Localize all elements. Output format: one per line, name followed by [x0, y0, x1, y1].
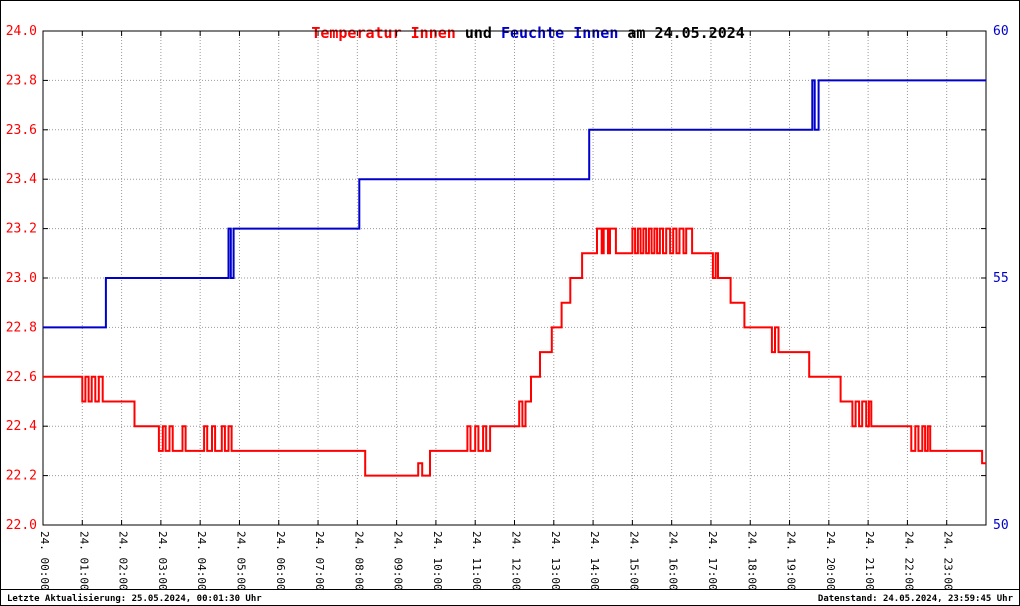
y-left-tick-label: 23.8	[6, 73, 37, 88]
chart-title: Temperatur Innen und Feuchte Innen am 24…	[1, 6, 1019, 60]
x-tick-label: 24. 21:00	[863, 531, 876, 591]
y-left-tick-label: 23.6	[6, 123, 37, 138]
x-tick-label: 24. 11:00	[470, 531, 483, 591]
x-tick-label: 24. 15:00	[627, 531, 640, 591]
footer-last-update: Letzte Aktualisierung: 25.05.2024, 00:01…	[7, 594, 262, 604]
x-tick-label: 24. 00:00	[38, 531, 51, 591]
footer-bar: Letzte Aktualisierung: 25.05.2024, 00:01…	[1, 589, 1019, 605]
footer-data-state: Datenstand: 24.05.2024, 23:59:45 Uhr	[817, 594, 1013, 604]
y-left-tick-label: 22.4	[6, 419, 37, 434]
x-tick-label: 24. 06:00	[274, 531, 287, 591]
x-tick-label: 24. 08:00	[352, 531, 365, 591]
y-right-tick-label: 60	[993, 24, 1009, 39]
x-tick-label: 24. 07:00	[313, 531, 326, 591]
y-left-tick-label: 22.2	[6, 469, 37, 484]
x-tick-label: 24. 01:00	[77, 531, 90, 591]
x-tick-label: 24. 04:00	[195, 531, 208, 591]
x-tick-label: 24. 10:00	[431, 531, 444, 591]
x-tick-label: 24. 16:00	[667, 531, 680, 591]
title-date: am 24.05.2024	[618, 24, 745, 42]
x-tick-label: 24. 22:00	[902, 531, 915, 591]
x-tick-label: 24. 19:00	[785, 531, 798, 591]
y-left-tick-label: 22.0	[6, 518, 37, 533]
y-left-tick-label: 22.6	[6, 370, 37, 385]
y-left-tick-label: 23.0	[6, 271, 37, 286]
x-tick-label: 24. 09:00	[392, 531, 405, 591]
y-left-tick-label: 23.2	[6, 222, 37, 237]
title-temperature-label: Temperatur Innen	[311, 24, 456, 42]
x-tick-label: 24. 13:00	[549, 531, 562, 591]
x-tick-label: 24. 20:00	[824, 531, 837, 591]
x-tick-label: 24. 14:00	[588, 531, 601, 591]
x-tick-label: 24. 02:00	[117, 531, 130, 591]
plot-border	[42, 30, 987, 526]
y-left-tick-label: 22.8	[6, 320, 37, 335]
title-humidity-label: Feuchte Innen	[500, 24, 619, 42]
y-left-tick-label: 23.4	[6, 172, 37, 187]
title-connector: und	[455, 24, 501, 42]
x-tick-label: 24. 17:00	[706, 531, 719, 591]
y-right-tick-label: 50	[993, 518, 1009, 533]
humidity-line	[43, 79, 986, 329]
y-right-tick-label: 55	[993, 271, 1009, 286]
temperature-line	[43, 227, 986, 477]
x-tick-label: 24. 12:00	[510, 531, 523, 591]
y-left-tick-label: 24.0	[6, 24, 37, 39]
x-tick-label: 24. 23:00	[942, 531, 955, 591]
x-tick-label: 24. 05:00	[234, 531, 247, 591]
x-tick-label: 24. 18:00	[745, 531, 758, 591]
x-tick-label: 24. 03:00	[156, 531, 169, 591]
